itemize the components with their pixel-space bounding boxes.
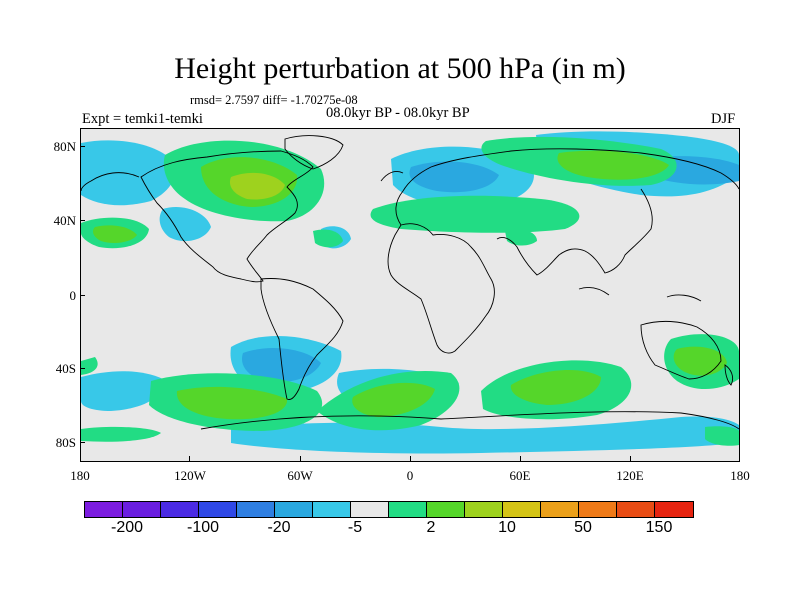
lon-label: 180 — [70, 468, 90, 483]
height-perturbation-map — [81, 129, 739, 461]
lon-label: 0 — [406, 468, 414, 483]
coastlines — [81, 135, 739, 430]
lon-label: 120W — [174, 468, 206, 483]
lon-tick — [520, 456, 521, 461]
colorbar-label: 50 — [574, 519, 592, 536]
colorbar-label: -200 — [110, 519, 144, 536]
rmsd-diff-text: rmsd= 2.7597 diff= -1.70275e-08 — [190, 93, 358, 107]
lon-label: 180 — [730, 468, 750, 483]
lon-tick — [189, 456, 190, 461]
experiment-label: Expt = temki1-temki — [82, 111, 203, 127]
lat-label: 0 — [69, 288, 77, 303]
lon-label: 60W — [287, 468, 313, 483]
lat-label: 80N — [53, 139, 76, 154]
lon-label: 120E — [616, 468, 644, 483]
plot-title: Height perturbation at 500 hPa (in m) — [174, 52, 626, 85]
colorbar-swatch — [541, 502, 579, 517]
colorbar-swatch — [465, 502, 503, 517]
colorbar-swatch — [237, 502, 275, 517]
colorbar-swatch — [275, 502, 313, 517]
colorbar-swatch — [161, 502, 199, 517]
lon-tick — [630, 456, 631, 461]
colorbar-label: -100 — [186, 519, 220, 536]
colorbar-swatch — [351, 502, 389, 517]
period-text: 08.0kyr BP - 08.0kyr BP — [326, 105, 470, 121]
lat-tick — [80, 220, 85, 221]
colorbar-swatch — [503, 502, 541, 517]
season-label: DJF — [711, 111, 736, 127]
colorbar-swatch — [389, 502, 427, 517]
colorbar-swatch — [123, 502, 161, 517]
colorbar-swatch — [199, 502, 237, 517]
lat-label: 40N — [53, 213, 76, 228]
colorbar — [84, 501, 694, 518]
lat-tick — [80, 368, 85, 369]
lat-label: 80S — [55, 435, 76, 450]
colorbar-label: -5 — [347, 519, 363, 536]
lat-label: 40S — [55, 361, 76, 376]
colorbar-swatch — [579, 502, 617, 517]
colorbar-label: 150 — [645, 519, 673, 536]
lat-tick — [80, 442, 85, 443]
colorbar-swatch — [85, 502, 123, 517]
colorbar-label: 10 — [498, 519, 516, 536]
colorbar-label: -20 — [267, 519, 291, 536]
colorbar-label: 2 — [426, 519, 436, 536]
colorbar-swatch — [655, 502, 693, 517]
map-panel — [80, 128, 740, 462]
lat-tick — [80, 295, 85, 296]
lat-tick — [80, 146, 85, 147]
colorbar-swatch — [313, 502, 351, 517]
lon-tick — [410, 456, 411, 461]
colorbar-swatch — [427, 502, 465, 517]
colorbar-swatch — [617, 502, 655, 517]
lon-label: 60E — [509, 468, 531, 483]
lon-tick — [300, 456, 301, 461]
